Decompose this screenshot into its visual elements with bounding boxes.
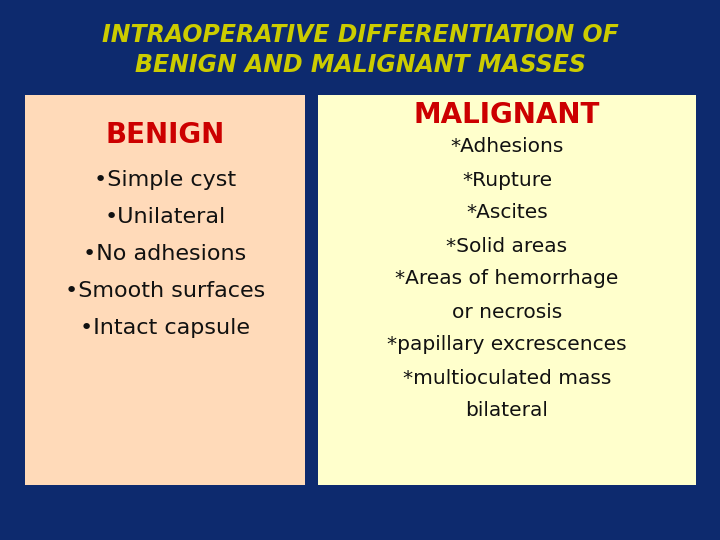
FancyBboxPatch shape [318, 95, 696, 485]
Text: *Adhesions: *Adhesions [450, 138, 564, 157]
Text: *Rupture: *Rupture [462, 171, 552, 190]
Text: bilateral: bilateral [466, 402, 549, 421]
Text: *Ascites: *Ascites [466, 204, 548, 222]
Text: •Unilateral: •Unilateral [104, 207, 225, 227]
Text: •Intact capsule: •Intact capsule [80, 318, 250, 338]
Text: INTRAOPERATIVE DIFFERENTIATION OF: INTRAOPERATIVE DIFFERENTIATION OF [102, 23, 618, 47]
Text: *multioculated mass: *multioculated mass [402, 368, 611, 388]
Text: •Smooth surfaces: •Smooth surfaces [65, 281, 265, 301]
Text: or necrosis: or necrosis [452, 302, 562, 321]
Text: BENIGN AND MALIGNANT MASSES: BENIGN AND MALIGNANT MASSES [135, 53, 585, 77]
Text: *Solid areas: *Solid areas [446, 237, 567, 255]
FancyBboxPatch shape [25, 95, 305, 485]
Text: •No adhesions: •No adhesions [84, 244, 247, 264]
Text: *papillary excrescences: *papillary excrescences [387, 335, 627, 354]
Text: MALIGNANT: MALIGNANT [414, 101, 600, 129]
Text: •Simple cyst: •Simple cyst [94, 170, 236, 190]
Text: BENIGN: BENIGN [105, 121, 225, 149]
Text: *Areas of hemorrhage: *Areas of hemorrhage [395, 269, 618, 288]
